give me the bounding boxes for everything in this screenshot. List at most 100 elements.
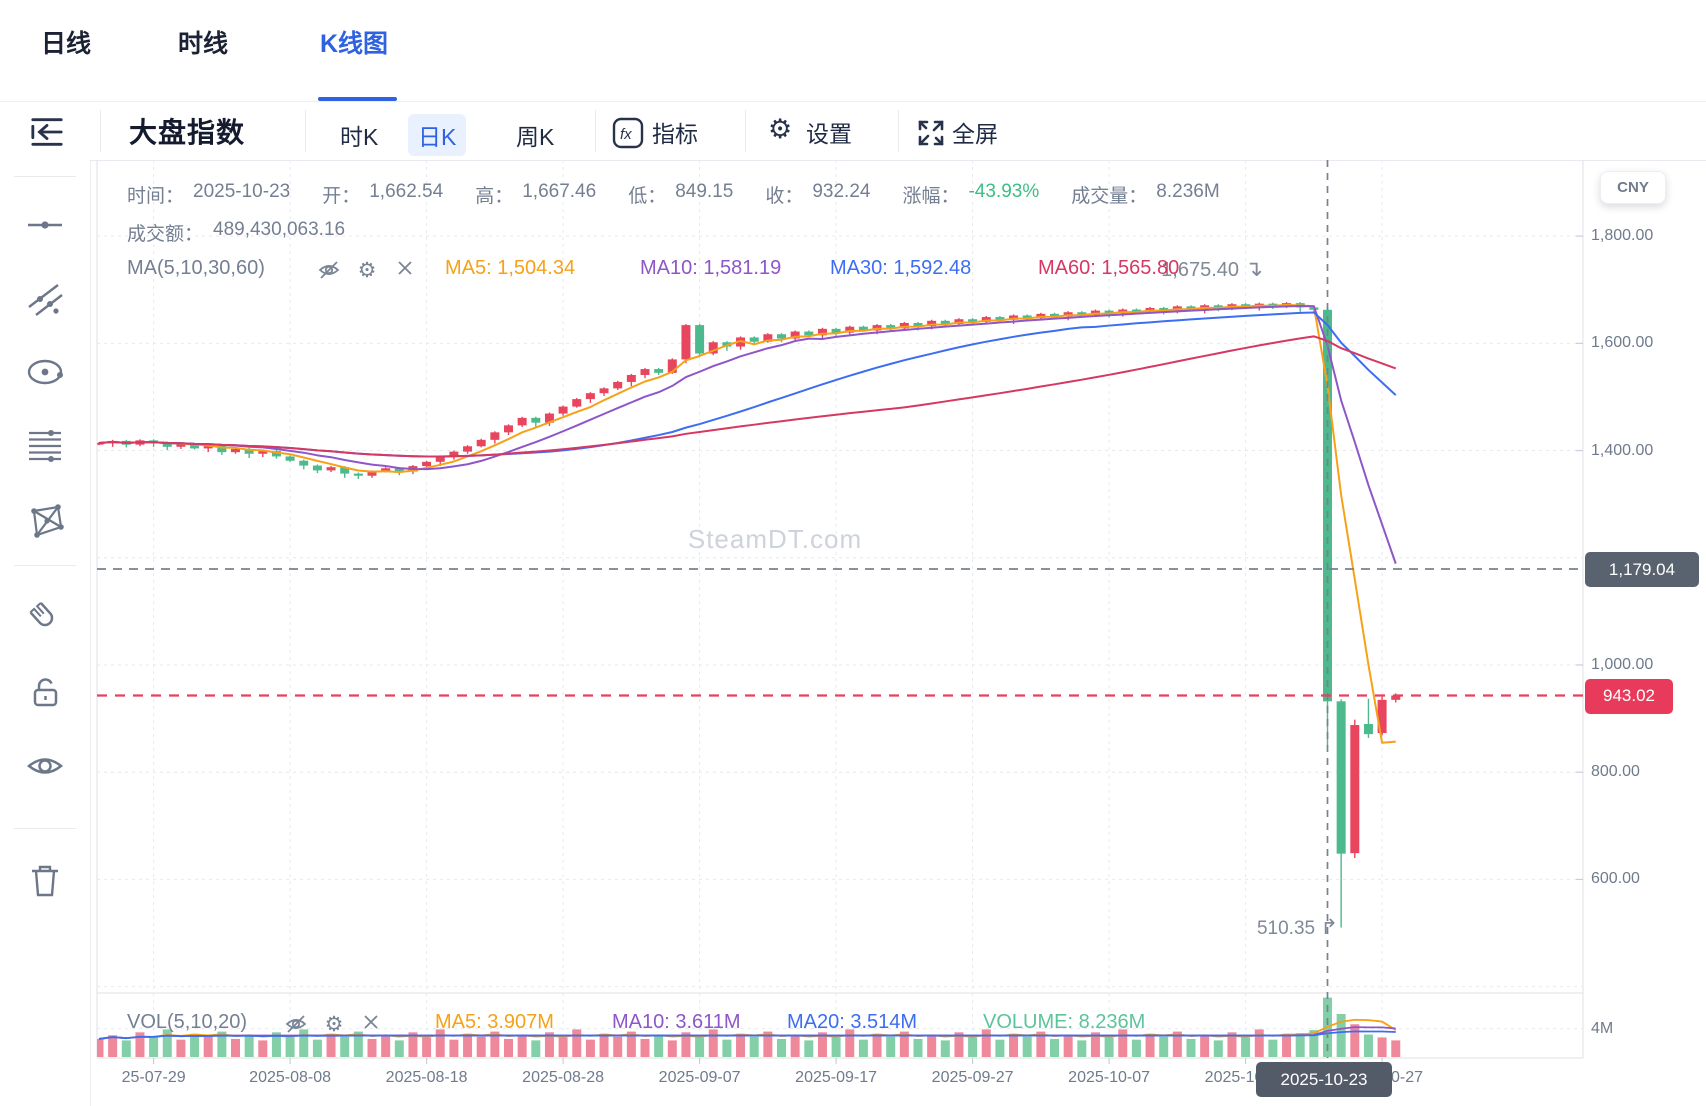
visibility-tool-icon[interactable] [25,746,65,786]
tab-daily-line[interactable]: 日线 [41,30,92,58]
ohlc-info-bar: 时间： 2025-10-23 开： 1,662.54 高： 1,667.46 低： 849.1… [127,181,1220,208]
series-settings-icon[interactable]: ⚙ [357,259,377,282]
info-value: 849.15 [675,181,734,202]
info-pair: 成交量： 8.236M [1071,181,1219,208]
ma-legend-title: MA(5,10,30,60) [127,257,265,279]
fullscreen-icon[interactable] [916,118,946,153]
collapse-panel-icon[interactable] [28,115,66,154]
info-label: 开： [322,186,361,207]
toolbar-divider [100,110,101,152]
x-axis-label: 2025-09-17 [795,1069,878,1086]
legend-value: MA10: 3.611M [612,1011,741,1033]
xabcd-pattern-tool-icon[interactable] [25,500,65,540]
x-axis-label: 2025-08-18 [385,1069,468,1086]
info-value: 1,662.54 [369,181,444,202]
fullscreen-button[interactable]: 全屏 [952,121,998,147]
magnet-mode-icon[interactable] [25,598,65,638]
info-value: 1,667.46 [522,181,597,202]
info-value: -43.93% [968,181,1040,202]
range-low-marker: 510.35 ↱ [1160,915,1338,940]
range-high-marker: 1,675.40 ↴ [1060,256,1263,282]
info-label: 低： [628,186,667,207]
legend-value: MA20: 3.514M [787,1011,918,1033]
sidebar-divider [14,565,76,566]
legend-value: VOLUME: 8.236M [983,1011,1146,1033]
info-value: 2025-10-23 [193,181,291,202]
series-settings-icon[interactable]: ⚙ [324,1013,344,1036]
toolbar-divider [305,110,306,152]
legend-value: MA10: 1,581.19 [640,257,782,279]
info-label: 时间： [127,186,185,207]
info-value: 932.24 [812,181,871,202]
legend-value: MA60: 1,565.80 [1038,257,1180,279]
volume-axis-label: 4M [1591,1019,1614,1037]
tab-kline-chart[interactable]: K线图 [320,30,389,58]
turnover-value: 489,430,063.16 [213,219,346,240]
y-axis-label: 1,400.00 [1591,441,1654,459]
x-axis-label: 2025-09-27 [931,1069,1014,1086]
toolbar-divider [898,110,899,152]
y-axis-label: 600.00 [1591,870,1640,888]
toolbar-divider [745,110,746,152]
chart-toolbar: 大盘指数 时K 日K 周K fx 指标 ⚙ 设置 全屏 [0,102,1706,161]
info-value: 8.236M [1156,181,1220,202]
info-label: 成交量： [1071,186,1148,207]
info-label: 收： [765,186,804,207]
x-axis-label: 2025-10-07 [1068,1069,1151,1086]
period-tab-hourly[interactable]: 时K [340,124,379,150]
info-pair: 开： 1,662.54 [322,181,443,208]
drawing-tools-sidebar [0,160,91,1106]
trend-line-tool-icon[interactable] [25,205,65,245]
sidebar-divider [14,176,76,177]
info-pair: 收： 932.24 [765,181,870,208]
y-axis-label: 1,800.00 [1591,227,1654,245]
crosshair-price-badge: 1,179.04 [1585,552,1699,587]
info-pair: 低： 849.15 [628,181,733,208]
unlock-tool-icon[interactable] [25,672,65,712]
active-tab-underline [318,97,397,101]
last-price-badge: 943.02 [1585,678,1673,714]
y-axis-label: 1,000.00 [1591,655,1654,673]
tab-hourly-line[interactable]: 时线 [178,30,229,58]
legend-value: MA5: 3.907M [435,1011,554,1033]
ellipse-tool-icon[interactable] [25,352,65,392]
arrow-down-right-icon: ↴ [1244,256,1263,281]
currency-chip[interactable]: CNY [1600,171,1666,204]
range-high-value: 1,675.40 [1161,259,1239,281]
delete-drawings-tool-icon[interactable] [25,860,65,900]
turnover-label: 成交额： [127,224,204,245]
hide-series-icon[interactable] [316,258,342,284]
remove-series-icon[interactable] [392,258,418,284]
toolbar-divider [595,110,596,152]
settings-gear-icon[interactable]: ⚙ [768,114,793,144]
period-tab-weekly[interactable]: 周K [516,124,555,150]
info-pair: 高： 1,667.46 [475,181,596,208]
sidebar-divider [14,828,76,829]
x-axis-label: 2025-08-28 [522,1069,605,1086]
legend-value: MA30: 1,592.48 [830,257,972,279]
period-tab-daily[interactable]: 日K [408,114,467,156]
turnover-row: 成交额： 489,430,063.16 [127,219,345,246]
x-axis-label: 2025-08-08 [249,1069,332,1086]
indicator-button[interactable]: 指标 [652,121,698,147]
arrow-up-right-icon: ↱ [1320,916,1338,939]
info-label: 涨幅： [902,186,960,207]
vol-legend-title: VOL(5,10,20) [127,1011,248,1033]
parallel-channel-tool-icon[interactable] [25,278,65,318]
remove-series-icon[interactable] [358,1012,384,1038]
range-low-value: 510.35 [1256,918,1316,939]
settings-button[interactable]: 设置 [806,121,852,147]
info-pair: 涨幅： -43.93% [902,181,1039,208]
x-axis-label: 2025-09-07 [658,1069,741,1086]
hide-series-icon[interactable] [283,1012,309,1038]
instrument-title: 大盘指数 [129,117,246,148]
fib-lines-tool-icon[interactable] [25,426,65,466]
info-label: 高： [475,186,514,207]
crosshair-date-tooltip: 2025-10-23 [1256,1062,1392,1097]
watermark: SteamDT.com [687,524,863,554]
indicator-fx-icon[interactable]: fx [612,117,644,154]
legend-value: MA5: 1,504.34 [445,257,576,279]
x-axis-label: 25-07-29 [121,1069,186,1086]
